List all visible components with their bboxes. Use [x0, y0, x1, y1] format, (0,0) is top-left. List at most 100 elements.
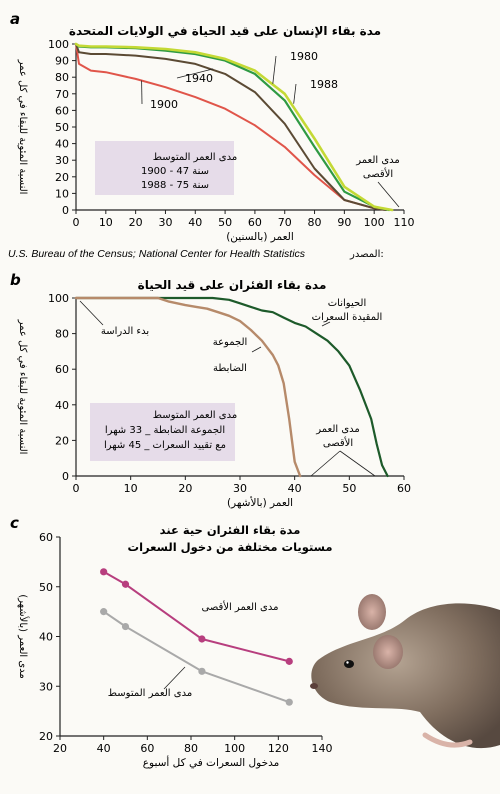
panel-c-average-series-label: مدى العمر المتوسط [108, 688, 192, 699]
panel-a-x-tick-label: 90 [337, 216, 351, 229]
panel-a-box-line2: 1988 - 75 سنة [141, 180, 209, 191]
panel-a-series-line [74, 42, 394, 212]
panel-b-max-pointer-restricted [339, 450, 376, 477]
panel-a-series-pointer [272, 55, 277, 84]
panel-c-data-point [285, 698, 293, 706]
panel-a-series-label: 1940 [185, 72, 213, 85]
panel-b-start-pointer [79, 300, 104, 326]
panel-c-x-tick-label: 80 [184, 742, 198, 755]
panel-a-title: مدة بقاء الإنسان على قيد الحياة في الولا… [69, 24, 381, 39]
panel-a-x-tick-label: 30 [158, 216, 172, 229]
mouse-illustration [310, 594, 500, 749]
panel-b-start-label: بدء الدراسة [101, 326, 149, 337]
panel-b-restricted-label-line1: الحيوانات [328, 298, 367, 309]
panel-b-max-label-line1: مدى العمر [315, 424, 360, 435]
panel-a-series-line [75, 43, 388, 211]
panel-a-y-tick-label: 20 [55, 171, 69, 184]
panel-a-x-axis-label: العمر (بالسنين) [226, 231, 294, 243]
panel-b-y-tick-label: 60 [55, 363, 69, 376]
panel-a-y-tick-label: 90 [55, 55, 69, 68]
panel-b-box-line2: مع تقييد السعرات _ 45 شهرا [104, 440, 226, 451]
panel-c-y-tick-label: 40 [39, 631, 53, 644]
mouse-paw [422, 732, 473, 748]
panel-a-series-pointer [176, 68, 214, 79]
mouse-nose [310, 683, 318, 689]
panel-a-series-label: 1900 [150, 98, 178, 111]
panel-c-x-tick-label: 120 [268, 742, 289, 755]
panel-a-chart: مدة بقاء الإنسان على قيد الحياة في الولا… [17, 24, 415, 243]
panel-c-y-tick-label: 60 [39, 531, 53, 544]
panel-b-x-tick-label: 30 [233, 482, 247, 495]
panel-a-x-tick-label: 70 [278, 216, 292, 229]
panel-b-x-tick-label: 0 [73, 482, 80, 495]
mouse-eye [344, 660, 354, 668]
source-label: المصدر: [349, 249, 384, 260]
panel-b-y-tick-label: 40 [55, 399, 69, 412]
panel-b-control-label-line1: الجموعة [213, 337, 248, 348]
mouse-eye-highlight [346, 661, 349, 664]
panel-a-box-title: مدى العمر المتوسط [153, 152, 237, 163]
panel-b-y-axis-label: النسبة المئوية للبقاء في كل عمر [17, 319, 28, 455]
panel-a-x-tick-label: 0 [73, 216, 80, 229]
panel-a-y-tick-label: 30 [55, 154, 69, 167]
panel-b-average-box [90, 403, 235, 461]
panel-a-series-label: 1988 [310, 78, 338, 91]
panel-b-chart: مدة بقاء الفئران على قيد الحياة مدى العم… [17, 278, 411, 509]
panel-a-series-label: 1980 [290, 50, 318, 63]
panel-a-y-axis-label: النسبة المئوية للبقاء في كل عمر [17, 59, 28, 195]
source-credit: U.S. Bureau of the Census; National Cent… [8, 248, 306, 260]
panel-b-max-label-line2: الأقصى [323, 436, 353, 449]
panel-c-title-line1: مدة بقاء الفئران حية عند [160, 523, 301, 537]
panel-b-series-line [74, 296, 302, 478]
panel-a-y-tick-label: 0 [62, 204, 69, 217]
panel-b-series-line [74, 296, 389, 478]
panel-a-x-tick-label: 10 [99, 216, 113, 229]
panel-c-x-tick-label: 100 [224, 742, 245, 755]
panel-b-restricted-label-line2: المقيدة السعرات [312, 312, 383, 323]
panel-c-x-tick-label: 140 [312, 742, 333, 755]
panel-c-y-tick-label: 20 [39, 730, 53, 743]
mouse-body [311, 603, 500, 749]
panel-a-x-tick-label: 110 [394, 216, 415, 229]
panel-c-series-line [102, 610, 291, 704]
panel-c-y-axis-label: مدى العمر (بالأشهر) [17, 594, 30, 679]
panel-c-series-line [102, 570, 291, 663]
panel-b-y-tick-label: 80 [55, 328, 69, 341]
panel-a-box-line1: 1900 - 47 سنة [141, 166, 209, 177]
panel-b-x-tick-label: 60 [397, 482, 411, 495]
panel-a-max-label-line2: الأقصى [363, 167, 393, 180]
panel-a-series-pointer [293, 83, 297, 104]
panel-b-control-pointer [251, 346, 262, 353]
panel-b-y-tick-label: 100 [48, 292, 69, 305]
panel-a-y-tick-label: 50 [55, 121, 69, 134]
panel-a-x-tick-label: 20 [129, 216, 143, 229]
panel-c-max-series-label: مدى العمر الأقصى [201, 600, 278, 613]
panel-c-x-tick-label: 60 [140, 742, 154, 755]
panel-c-x-tick-label: 20 [53, 742, 67, 755]
panel-c-data-point [285, 657, 293, 665]
panel-a-y-tick-label: 70 [55, 88, 69, 101]
panel-b-box-title: مدى العمر المتوسط [153, 410, 237, 421]
panel-a-max-label-line1: مدى العمر [355, 155, 400, 166]
panel-b-x-axis-label: العمر (بالأشهر) [227, 496, 293, 509]
mouse-right-ear [373, 635, 403, 669]
panel-c-chart: مدة بقاء الفئران حية عند مستويات مختلفة … [17, 523, 333, 769]
panel-c-y-tick-label: 30 [39, 680, 53, 693]
panel-a-x-tick-label: 60 [248, 216, 262, 229]
panel-b-y-tick-label: 20 [55, 434, 69, 447]
panel-a-x-tick-label: 80 [308, 216, 322, 229]
panel-a-y-tick-label: 80 [55, 71, 69, 84]
panel-a-y-tick-label: 10 [55, 187, 69, 200]
panel-a-x-tick-label: 100 [364, 216, 385, 229]
panel-a-y-tick-label: 100 [48, 38, 69, 51]
panel-b-letter: b [10, 271, 21, 289]
panel-c-data-point [198, 667, 206, 675]
mouse-left-ear [358, 594, 386, 630]
panel-b-x-tick-label: 10 [124, 482, 138, 495]
panel-c-data-point [100, 568, 108, 576]
panel-b-x-tick-label: 50 [342, 482, 356, 495]
panel-b-title: مدة بقاء الفئران على قيد الحياة [138, 278, 327, 292]
panel-c-x-axis-label: مدخول السعرات في كل أسبوع [143, 755, 279, 769]
panel-b-x-tick-label: 20 [178, 482, 192, 495]
